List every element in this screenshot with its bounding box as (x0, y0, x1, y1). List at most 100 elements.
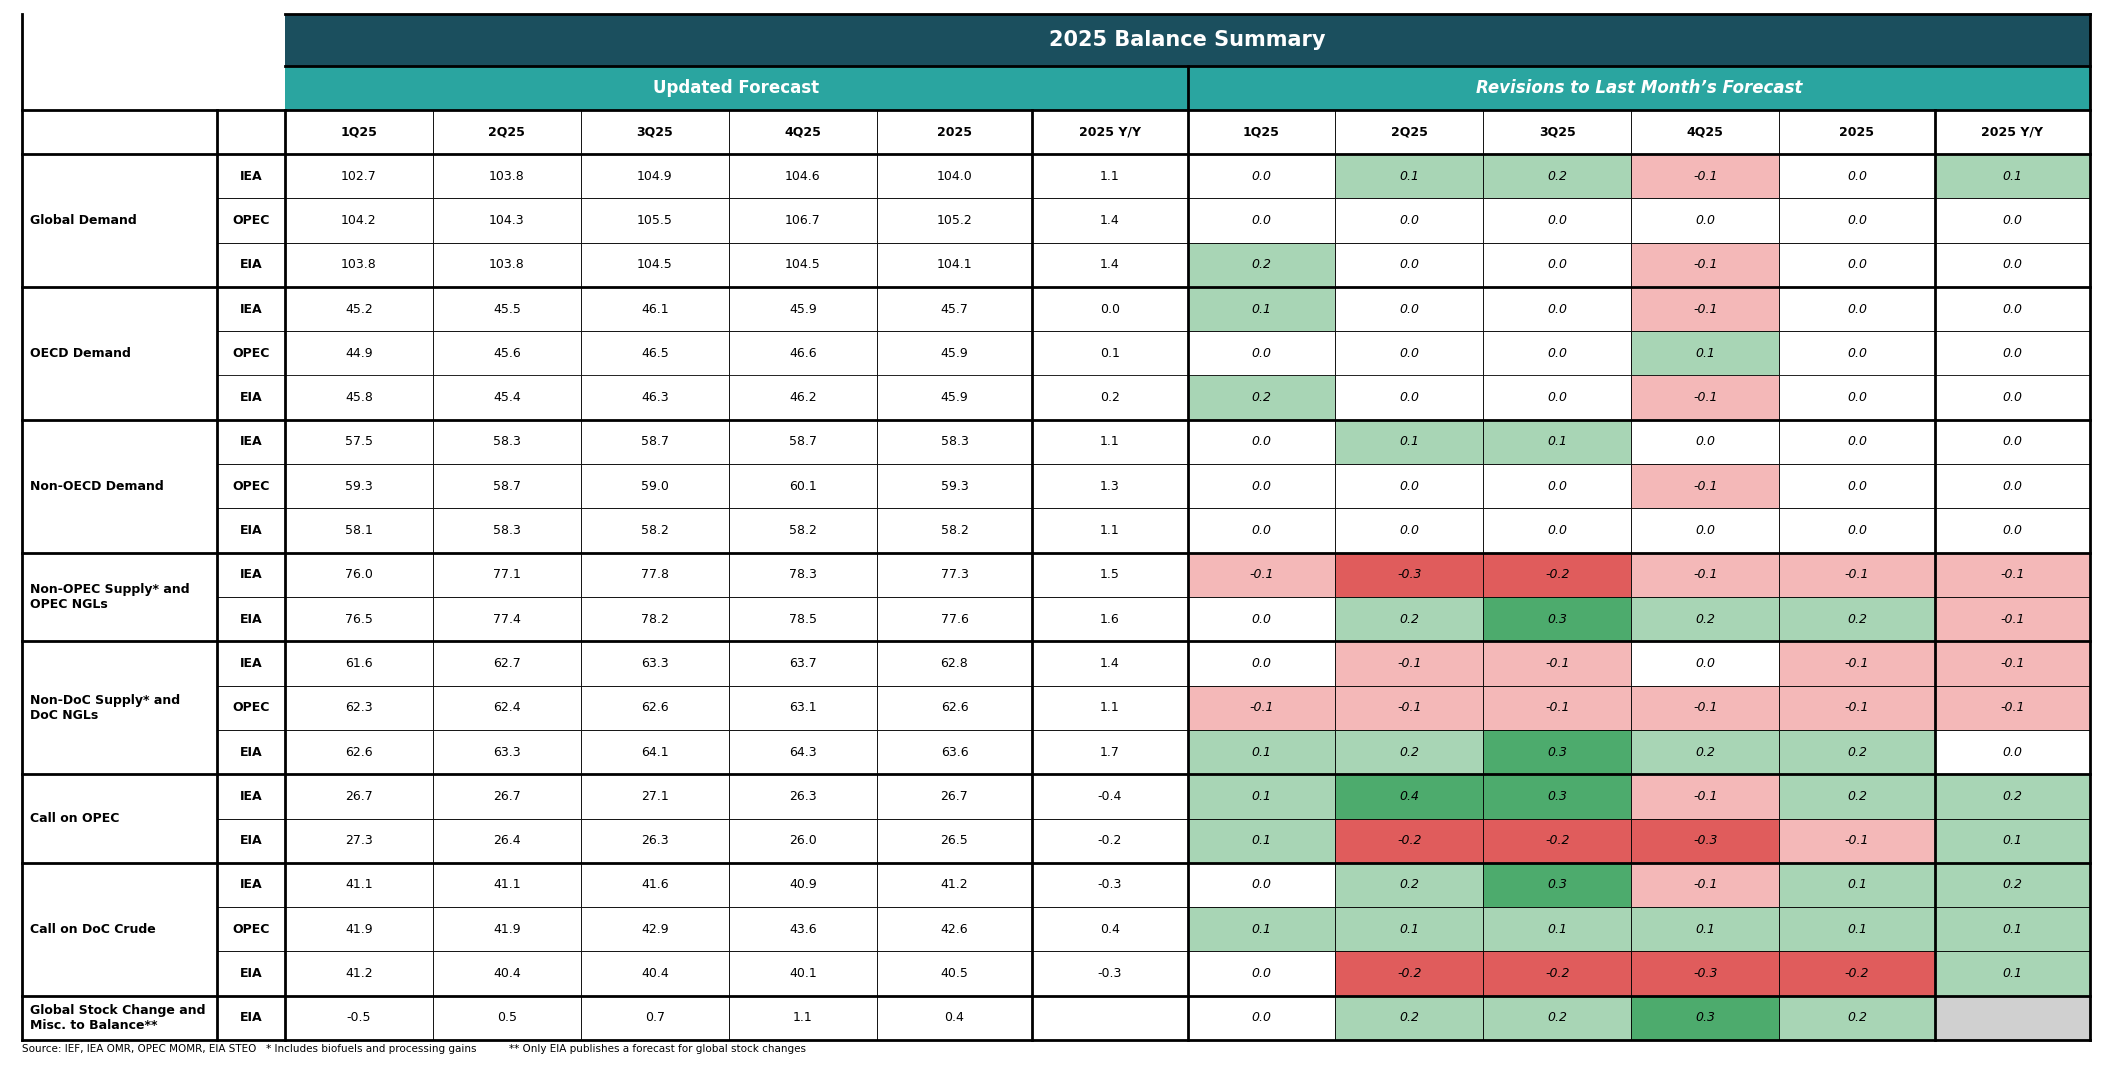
Text: 1.1: 1.1 (1100, 524, 1119, 537)
Text: EIA: EIA (239, 524, 262, 537)
Text: 0.0: 0.0 (2002, 435, 2023, 448)
Text: 0.2: 0.2 (1548, 170, 1567, 183)
Text: 2025: 2025 (938, 125, 972, 138)
Text: 0.2: 0.2 (1400, 1011, 1419, 1024)
Text: 0.0: 0.0 (2002, 479, 2023, 493)
Text: 0.3: 0.3 (1548, 613, 1567, 626)
Text: 0.1: 0.1 (1848, 922, 1867, 936)
Text: 41.9: 41.9 (344, 922, 374, 936)
Text: 1.1: 1.1 (1100, 435, 1119, 448)
Text: 63.1: 63.1 (790, 701, 817, 715)
Text: 104.3: 104.3 (490, 214, 524, 227)
Text: 58.2: 58.2 (790, 524, 817, 537)
Text: 0.0: 0.0 (1548, 347, 1567, 360)
Text: 58.7: 58.7 (788, 435, 817, 448)
Text: 63.6: 63.6 (940, 746, 967, 759)
Text: 45.7: 45.7 (940, 303, 969, 316)
Text: 0.0: 0.0 (1252, 967, 1271, 980)
Text: 77.3: 77.3 (940, 568, 969, 581)
Text: 0.0: 0.0 (1252, 479, 1271, 493)
Text: -0.2: -0.2 (1398, 835, 1421, 847)
Text: Updated Forecast: Updated Forecast (653, 79, 819, 97)
Text: 63.3: 63.3 (492, 746, 522, 759)
Text: 0.1: 0.1 (1400, 170, 1419, 183)
Text: 0.4: 0.4 (1100, 922, 1119, 936)
Text: -0.3: -0.3 (1398, 568, 1421, 581)
Text: 2025 Y/Y: 2025 Y/Y (1981, 125, 2042, 138)
Text: 2025 Balance Summary: 2025 Balance Summary (1050, 30, 1326, 50)
Text: Call on DoC Crude: Call on DoC Crude (30, 922, 156, 936)
Text: 0.0: 0.0 (1848, 214, 1867, 227)
Text: 0.0: 0.0 (1100, 303, 1119, 316)
Text: 78.3: 78.3 (790, 568, 817, 581)
Text: 104.5: 104.5 (786, 258, 822, 272)
Text: 1.4: 1.4 (1100, 258, 1119, 272)
Text: 0.1: 0.1 (1100, 347, 1119, 360)
Text: -0.1: -0.1 (1694, 303, 1717, 316)
Text: 0.4: 0.4 (944, 1011, 965, 1024)
Text: 26.7: 26.7 (344, 790, 374, 802)
Text: 0.1: 0.1 (1252, 790, 1271, 802)
Text: 46.6: 46.6 (790, 347, 817, 360)
Text: EIA: EIA (239, 392, 262, 404)
Text: 0.0: 0.0 (1548, 392, 1567, 404)
Text: 46.5: 46.5 (642, 347, 670, 360)
Text: -0.1: -0.1 (1844, 835, 1869, 847)
Text: 0.7: 0.7 (644, 1011, 665, 1024)
Text: IEA: IEA (239, 435, 262, 448)
Text: 26.3: 26.3 (790, 790, 817, 802)
Text: 76.0: 76.0 (344, 568, 374, 581)
Text: 0.2: 0.2 (1400, 613, 1419, 626)
Text: 58.1: 58.1 (344, 524, 374, 537)
Text: EIA: EIA (239, 835, 262, 847)
Text: -0.2: -0.2 (1398, 967, 1421, 980)
Text: 0.0: 0.0 (1400, 258, 1419, 272)
Text: 26.3: 26.3 (642, 835, 670, 847)
Text: 0.0: 0.0 (1696, 524, 1715, 537)
Text: 45.6: 45.6 (492, 347, 522, 360)
Text: EIA: EIA (239, 613, 262, 626)
Text: 62.8: 62.8 (940, 657, 969, 670)
Text: 4Q25: 4Q25 (1687, 125, 1723, 138)
Text: OPEC: OPEC (232, 922, 270, 936)
Text: -0.1: -0.1 (1844, 568, 1869, 581)
Text: 0.0: 0.0 (1848, 392, 1867, 404)
Text: IEA: IEA (239, 170, 262, 183)
Text: 1.1: 1.1 (1100, 170, 1119, 183)
Text: Revisions to Last Month’s Forecast: Revisions to Last Month’s Forecast (1476, 79, 1802, 97)
Text: 0.0: 0.0 (1252, 613, 1271, 626)
Text: 27.3: 27.3 (344, 835, 374, 847)
Text: 58.2: 58.2 (940, 524, 969, 537)
Text: 0.0: 0.0 (1696, 435, 1715, 448)
Text: 0.2: 0.2 (1548, 1011, 1567, 1024)
Text: 77.1: 77.1 (492, 568, 522, 581)
Text: Global Stock Change and
Misc. to Balance**: Global Stock Change and Misc. to Balance… (30, 1004, 205, 1031)
Text: 0.0: 0.0 (1252, 1011, 1271, 1024)
Text: 60.1: 60.1 (790, 479, 817, 493)
Text: 0.5: 0.5 (496, 1011, 517, 1024)
Text: 102.7: 102.7 (342, 170, 376, 183)
Text: 46.3: 46.3 (642, 392, 670, 404)
Text: 1.5: 1.5 (1100, 568, 1119, 581)
Text: 42.6: 42.6 (940, 922, 967, 936)
Text: Global Demand: Global Demand (30, 214, 137, 227)
Text: 1.6: 1.6 (1100, 613, 1119, 626)
Text: 0.0: 0.0 (1252, 878, 1271, 891)
Text: -0.1: -0.1 (1398, 657, 1421, 670)
Text: 59.0: 59.0 (640, 479, 670, 493)
Text: 0.1: 0.1 (2002, 922, 2023, 936)
Text: 45.9: 45.9 (790, 303, 817, 316)
Text: 0.0: 0.0 (1400, 524, 1419, 537)
Text: EIA: EIA (239, 1011, 262, 1024)
Text: 0.0: 0.0 (1252, 657, 1271, 670)
Text: 4Q25: 4Q25 (784, 125, 822, 138)
Text: 0.2: 0.2 (1100, 392, 1119, 404)
Text: 1.4: 1.4 (1100, 214, 1119, 227)
Text: 41.6: 41.6 (642, 878, 670, 891)
Text: 0.2: 0.2 (1848, 613, 1867, 626)
Text: 40.9: 40.9 (790, 878, 817, 891)
Text: 103.8: 103.8 (490, 258, 524, 272)
Text: 0.1: 0.1 (1252, 922, 1271, 936)
Text: 0.0: 0.0 (1400, 303, 1419, 316)
Text: 0.1: 0.1 (1696, 347, 1715, 360)
